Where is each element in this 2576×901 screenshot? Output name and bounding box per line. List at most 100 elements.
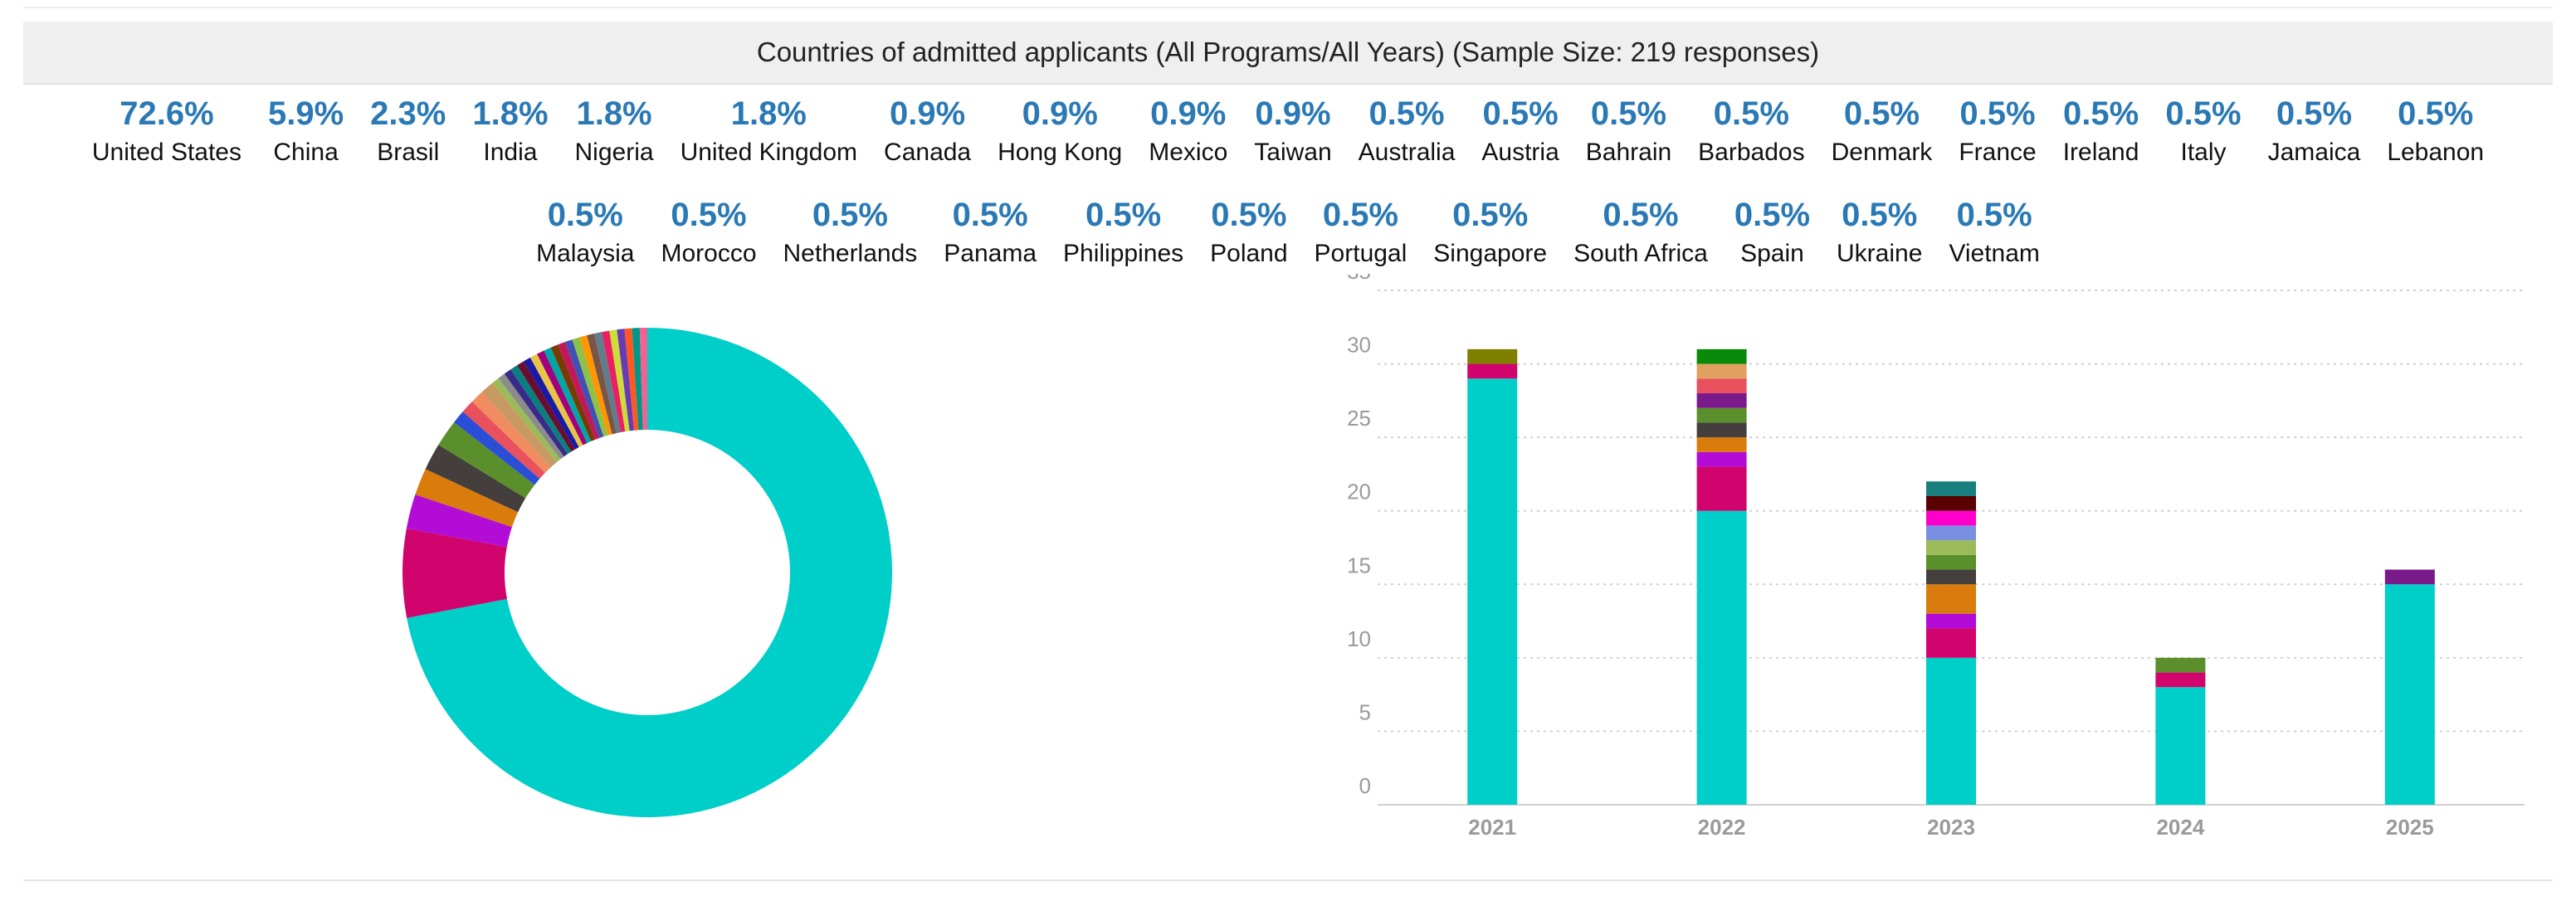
bar-segment-2023-4 [1926,569,1976,585]
country-stat: 0.5% Austria [1481,93,1559,171]
country-name: Denmark [1831,139,1933,166]
bar-segment-2025-11 [2384,569,2435,585]
bar-segment-2022-5 [1696,407,1747,423]
donut-slice-canada [454,412,540,485]
bar-segment-2022-11 [1696,393,1747,408]
donut-slice-brasil [406,494,512,548]
country-stat: 0.5% Australia [1359,93,1456,171]
country-percent: 0.9% [1150,95,1227,132]
country-stat: 1.8% United Kingdom [681,93,857,171]
bar-segment-2023-3 [1926,584,1976,614]
donut-slice-spain [624,328,639,431]
bar-segment-2023-7 [1926,525,1976,541]
country-percent: 0.5% [2398,95,2474,132]
country-stat: 0.5% Vietnam [1949,194,2040,272]
country-name: Hong Kong [998,139,1123,166]
country-percent: 0.9% [889,95,966,132]
country-name: Nigeria [574,139,654,166]
bar-segment-2022-1 [1696,466,1747,511]
bar-segment-2023-1 [1926,628,1976,658]
donut-slice-china [402,528,507,618]
country-name: Singapore [1433,240,1548,267]
country-percent: 0.5% [1452,197,1529,233]
country-name: Canada [884,139,972,166]
country-name: China [273,139,339,166]
country-name: Morocco [661,240,757,267]
country-name: Poland [1210,240,1288,267]
y-tick-label: 15 [1347,553,1371,577]
country-percent: 5.9% [268,95,344,132]
country-stat: 0.5% Portugal [1315,194,1408,272]
country-stat: 0.5% Netherlands [783,194,918,272]
country-name: India [483,139,538,166]
bar-segment-2022-0 [1696,510,1747,805]
country-stat: 0.5% Italy [2165,93,2241,171]
donut-slice-austria [498,373,564,460]
bar-segment-2022-13 [1696,363,1747,379]
country-percent: 0.5% [1734,197,1811,233]
country-name: Portugal [1314,240,1408,267]
y-tick-label: 5 [1359,699,1371,724]
donut-slice-united-kingdom [438,421,535,499]
country-stat: 0.5% Ukraine [1837,194,1922,272]
country-percent: 0.5% [1842,197,1918,233]
country-percent: 1.8% [576,95,652,132]
country-stat: 1.8% India [472,93,548,171]
bar-segment-2022-2 [1696,451,1747,467]
country-name: Vietnam [1949,240,2040,267]
country-percent: 0.5% [1959,95,2036,132]
donut-slice-italy [537,350,588,446]
country-donut-chart [402,328,892,817]
country-percent: 0.9% [1022,95,1098,132]
country-stat: 0.5% Morocco [661,194,756,272]
country-legend-row-2: 0.5% Malaysia 0.5% Morocco 0.5% Netherlands 0.… [23,194,2553,285]
country-stat: 2.3% Brasil [370,93,446,171]
country-percent: 0.5% [1482,95,1559,132]
country-name: United Kingdom [680,139,858,166]
bar-segment-2023-9 [1926,496,1976,511]
donut-slice-india [415,469,519,528]
country-name: Mexico [1149,139,1228,166]
bar-segment-2024-0 [2155,687,2206,805]
donut-slice-ireland [529,353,583,447]
country-name: Philippines [1063,240,1184,267]
country-name: Barbados [1698,139,1805,166]
bar-segment-2023-0 [1926,657,1976,805]
country-percent: 0.5% [2165,95,2242,132]
country-percent: 0.5% [1085,197,1162,233]
country-percent: 0.5% [2062,95,2139,132]
country-name: France [1959,139,2037,166]
country-percent: 0.9% [1255,95,1331,132]
country-percent: 0.5% [1843,95,1920,132]
y-tick-label: 10 [1347,626,1371,651]
country-percent: 0.5% [2276,95,2353,132]
donut-slice-hong-kong [462,402,545,479]
donut-slice-morocco [564,339,604,439]
country-stat: 0.9% Taiwan [1254,93,1331,171]
bar-segment-2021-1 [1467,363,1518,379]
y-tick-label: 30 [1347,333,1371,358]
country-name: South Africa [1573,240,1708,267]
country-percent: 0.5% [952,197,1028,233]
country-percent: 2.3% [370,95,446,132]
country-name: Spain [1740,240,1804,267]
country-name: United States [91,139,242,166]
x-tick-label: 2024 [2156,815,2204,840]
country-percent: 0.5% [1368,95,1445,132]
country-stat: 0.5% Barbados [1698,93,1804,171]
donut-slice-portugal [602,330,626,432]
bar-segment-2021-15 [1467,348,1518,364]
country-name: Taiwan [1254,139,1332,166]
chart-title: Countries of admitted applicants (All Pr… [23,22,2553,85]
x-tick-label: 2021 [1468,815,1516,840]
donut-slice-united-states [407,328,892,817]
donut-slice-lebanon [550,344,596,441]
donut-slice-jamaica [544,347,592,444]
country-percent: 72.6% [120,95,214,132]
country-stat: 72.6% United States [92,93,242,171]
donut-slice-denmark [517,361,576,452]
donut-slice-taiwan [481,382,558,468]
country-percent: 0.5% [1211,197,1287,233]
bar-segment-2023-6 [1926,540,1976,555]
country-name: Ukraine [1837,240,1923,267]
